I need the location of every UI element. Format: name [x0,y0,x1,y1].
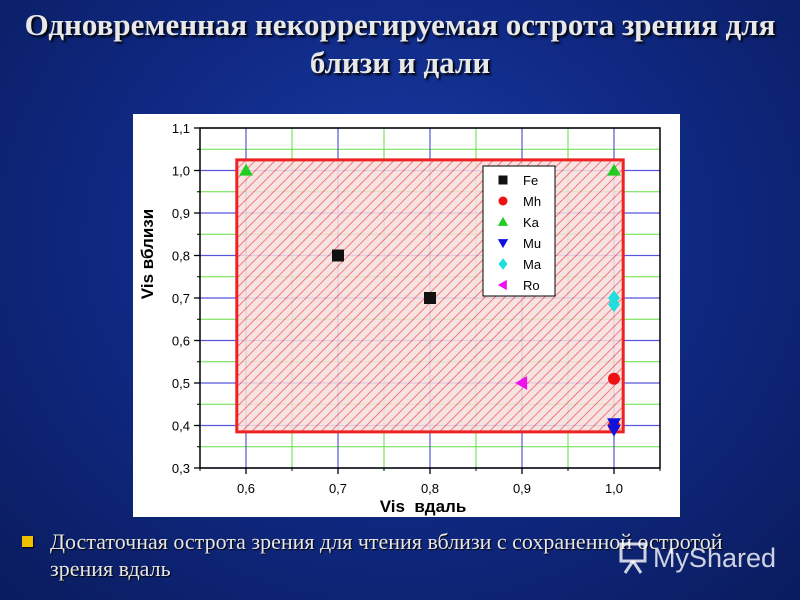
legend-label: Ka [523,215,540,230]
y-tick-label: 0,3 [172,461,190,476]
legend-label: Mh [523,194,541,209]
x-axis-label: Vis вдаль [380,497,467,516]
legend-label: Fe [523,173,538,188]
legend-label: Ro [523,278,540,293]
bullet-text: Достаточная острота зрения для чтения вб… [50,529,723,581]
legend-box [482,165,556,297]
x-tick-label: 0,7 [329,481,347,496]
legend-marker-ma [498,258,508,270]
data-point-ka [607,163,621,176]
legend-label: Ma [523,257,542,272]
data-point-mu [607,418,621,431]
bullet-square-icon [22,536,33,547]
y-tick-label: 0,9 [172,206,190,221]
data-point-ro [515,376,528,390]
legend-marker-ka [497,216,509,226]
y-tick-label: 1,0 [172,164,190,179]
y-tick-label: 0,8 [172,249,190,264]
x-tick-label: 0,6 [237,481,255,496]
bullet-list: Достаточная острота зрения для чтения вб… [22,528,782,582]
legend-label: Mu [523,236,541,251]
presentation-board-icon [619,542,647,574]
legend-marker-mu [497,239,509,249]
chart-panel: 0,6 0,7 0,8 0,9 1,0 0,3 0,4 0,5 0,6 0,7 0,8 0,9 1,0 1… [133,114,680,517]
legend-marker-mh [498,196,508,206]
y-tick-label: 0,6 [172,334,190,349]
y-axis-label: Vis вблизи [138,209,157,299]
y-tick-label: 0,7 [172,291,190,306]
data-point-fe [424,292,436,304]
legend-marker-ro [497,279,507,291]
watermark: MyShared [619,538,776,578]
scatter-chart: 0,6 0,7 0,8 0,9 1,0 0,3 0,4 0,5 0,6 0,7 0,8 0,9 1,0 1… [138,121,661,516]
data-point-ma [608,290,620,306]
watermark-text: MyShared [652,542,776,573]
data-point-ka [239,163,253,176]
data-point-fe [332,249,344,262]
y-tick-label: 1,1 [172,121,190,136]
x-tick-label: 1,0 [605,481,623,496]
data-point-mu [607,424,621,437]
y-tick-label: 0,4 [172,419,190,434]
data-point-mh [608,372,620,385]
y-tick-label: 0,5 [172,376,190,391]
x-tick-label: 0,8 [421,481,439,496]
x-tick-label: 0,9 [513,481,531,496]
legend-marker-fe [498,175,508,185]
region-border [235,158,625,434]
slide-title: Одновременная некоррегируемая острота зр… [24,7,776,80]
